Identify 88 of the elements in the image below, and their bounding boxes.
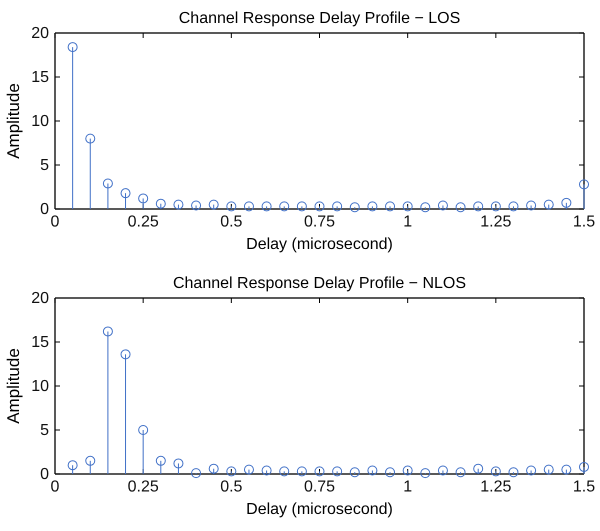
point (420, 468, 430, 478)
point (544, 464, 554, 475)
point (296, 201, 307, 212)
point (138, 193, 148, 204)
x-tick-label: 0.75 (304, 213, 336, 230)
point (156, 456, 166, 466)
point (262, 465, 272, 476)
point (244, 464, 254, 475)
point (526, 200, 536, 210)
x-axis-title: Delay (microsecond) (246, 236, 393, 253)
point (579, 179, 589, 190)
y-tick-label: 0 (40, 466, 50, 484)
point (385, 467, 396, 478)
point (473, 464, 484, 474)
point (208, 464, 219, 474)
point (208, 200, 219, 210)
point (508, 201, 518, 212)
point (191, 200, 202, 210)
y-axis-title: Amplitude (4, 348, 23, 424)
point (314, 466, 324, 476)
y-tick-label: 20 (31, 25, 50, 42)
point (173, 200, 184, 210)
point (490, 466, 501, 476)
point (561, 198, 572, 208)
point (526, 465, 536, 476)
x-tick-label: 0.25 (128, 478, 159, 496)
x-axis-title: Delay (microsecond) (246, 501, 393, 518)
point (85, 134, 96, 144)
y-axis-title: Amplitude (4, 83, 23, 159)
point (561, 464, 572, 475)
point (420, 202, 430, 212)
chart-title: Channel Response Delay Profile − LOS (178, 10, 460, 27)
y-tick-label: 10 (31, 378, 50, 396)
y-tick-label: 15 (31, 69, 50, 86)
x-tick-label: 0.25 (128, 213, 159, 230)
point (490, 201, 501, 212)
x-tick-label: 1.5 (572, 213, 596, 230)
x-tick-label: 0.5 (220, 478, 243, 496)
chart-title: Channel Response Delay Profile − NLOS (172, 275, 466, 292)
point (191, 468, 202, 478)
point (544, 200, 554, 210)
point (456, 467, 466, 478)
point (438, 200, 448, 210)
x-tick-label: 1.5 (572, 478, 596, 496)
point (68, 460, 78, 470)
point (385, 201, 396, 212)
point (102, 178, 113, 188)
point (367, 465, 378, 476)
point (120, 188, 131, 198)
point (85, 456, 96, 466)
point (279, 201, 290, 212)
point (244, 201, 254, 212)
point (473, 201, 484, 212)
point (138, 425, 148, 435)
point (68, 42, 78, 52)
point (456, 202, 466, 212)
y-tick-label: 0 (40, 201, 50, 218)
point (350, 467, 360, 478)
point (332, 201, 342, 212)
x-tick-label: 1.25 (480, 478, 512, 496)
x-tick-label: 0.75 (304, 478, 336, 496)
x-tick-label: 0.5 (220, 213, 243, 230)
y-tick-label: 5 (40, 422, 50, 440)
point (173, 458, 184, 468)
y-tick-label: 10 (31, 113, 50, 130)
point (508, 467, 518, 478)
point (156, 198, 166, 209)
point (314, 201, 324, 212)
point (102, 326, 113, 336)
y-tick-label: 20 (31, 290, 50, 308)
point (226, 201, 236, 212)
x-tick-label: 1.25 (480, 213, 512, 230)
point (279, 466, 290, 476)
point (402, 465, 413, 476)
point (367, 201, 378, 212)
point (262, 201, 272, 212)
point (438, 465, 448, 476)
point (332, 466, 342, 476)
point (350, 202, 360, 212)
point (296, 466, 307, 476)
point (226, 466, 236, 476)
x-tick-label: 1 (403, 213, 412, 230)
point (120, 349, 131, 360)
y-tick-label: 5 (40, 157, 50, 174)
point (402, 201, 413, 212)
y-tick-label: 15 (31, 334, 50, 352)
point (579, 462, 589, 472)
x-tick-label: 1 (403, 478, 412, 496)
